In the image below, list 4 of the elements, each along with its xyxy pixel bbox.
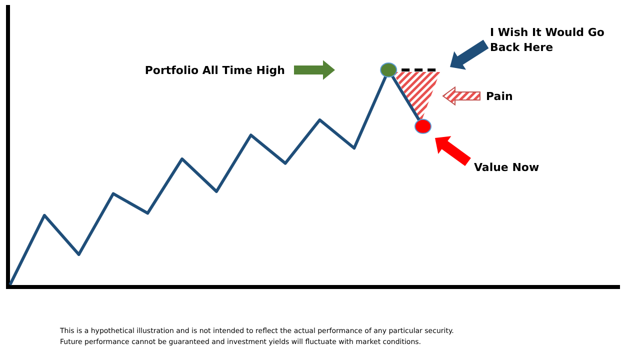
text: Value Now xyxy=(474,161,540,174)
annotation: Portfolio All Time High xyxy=(144,64,285,77)
text: I Wish It Would Go Back Here xyxy=(490,26,605,54)
text: Pain xyxy=(486,90,513,103)
